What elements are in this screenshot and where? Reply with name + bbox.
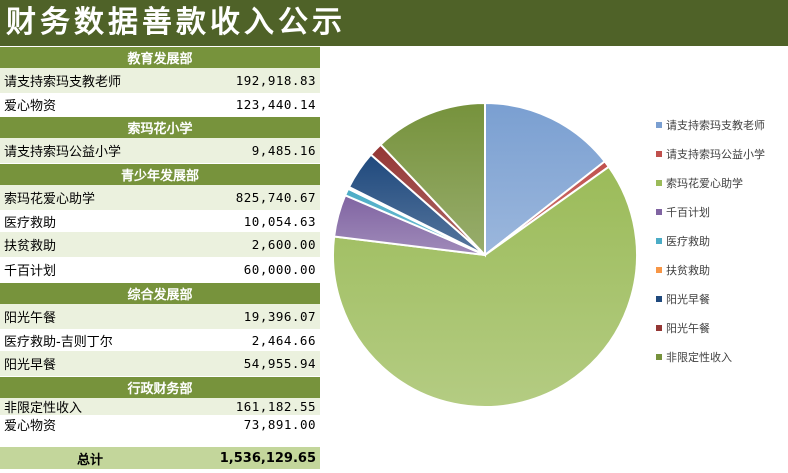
row-label: 阳光午餐	[4, 311, 57, 326]
table-row: 阳光早餐 54,955.94	[0, 351, 320, 376]
legend-label: 扶贫救助	[666, 263, 710, 277]
section-header: 行政财务部	[0, 376, 320, 398]
legend-label: 阳光早餐	[666, 292, 710, 306]
legend-swatch	[656, 325, 662, 331]
table-row: 爱心物资 73,891.00	[0, 415, 320, 434]
row-label: 请支持索玛公益小学	[4, 145, 122, 160]
legend-label: 索玛花爱心助学	[666, 176, 743, 190]
row-label: 阳光早餐	[4, 358, 57, 373]
row-value: 60,000.00	[243, 262, 316, 277]
row-value: 19,396.07	[243, 309, 316, 324]
row-value: 123,440.14	[235, 97, 316, 112]
pie-slice	[484, 101, 607, 258]
row-value: 161,182.55	[235, 399, 316, 414]
section-header: 教育发展部	[0, 46, 320, 68]
total-row: 总计 1,536,129.65	[0, 447, 320, 469]
row-label: 医疗救助	[4, 215, 57, 231]
table-row: 爱心物资 123,440.14	[0, 93, 320, 116]
row-value: 192,918.83	[235, 73, 316, 88]
row-label: 扶贫救助	[4, 239, 57, 254]
total-label: 总计	[76, 452, 103, 468]
row-value: 825,740.67	[235, 190, 316, 205]
legend-swatch	[656, 151, 662, 157]
section-header: 索玛花小学	[0, 116, 320, 138]
legend-label: 请支持索玛支教老师	[666, 118, 765, 132]
row-value: 2,600.00	[251, 237, 316, 252]
row-value: 9,485.16	[251, 143, 316, 158]
legend-label: 请支持索玛公益小学	[666, 147, 765, 161]
table-row: 阳光午餐 19,396.07	[0, 304, 320, 329]
row-value: 54,955.94	[243, 356, 316, 371]
row-value: 10,054.63	[243, 213, 316, 229]
row-label: 请支持索玛支教老师	[4, 75, 122, 90]
legend-label: 阳光午餐	[666, 321, 710, 335]
pie-chart: 请支持索玛支教老师请支持索玛公益小学索玛花爱心助学千百计划医疗救助扶贫救助阳光早…	[332, 101, 765, 408]
pie-slice	[379, 101, 486, 258]
data-table: 教育发展部请支持索玛支教老师 192,918.83 爱心物资 123,440.14 索玛…	[0, 46, 320, 469]
table-row: 非限定性收入 161,182.55	[0, 398, 320, 416]
legend-swatch	[656, 267, 662, 273]
row-label: 千百计划	[4, 264, 57, 279]
legend-label: 非限定性收入	[666, 350, 732, 364]
row-value: 2,464.66	[251, 332, 316, 348]
table-row: 医疗救助-吉则丁尔 2,464.66	[0, 329, 320, 351]
table-row: 千百计划 60,000.00	[0, 257, 320, 282]
legend-label: 医疗救助	[666, 234, 710, 248]
row-label: 医疗救助-吉则丁尔	[4, 334, 113, 350]
legend-swatch	[656, 296, 662, 302]
row-label: 非限定性收入	[4, 401, 83, 416]
pie-slice	[332, 165, 638, 408]
legend-swatch	[656, 238, 662, 244]
table-row: 请支持索玛支教老师 192,918.83	[0, 68, 320, 93]
table-row: 医疗救助 10,054.63	[0, 210, 320, 232]
table-row: 请支持索玛公益小学 9,485.16	[0, 138, 320, 163]
row-label: 爱心物资	[4, 99, 57, 114]
legend-label: 千百计划	[666, 206, 710, 219]
legend-swatch	[656, 180, 662, 186]
section-header: 青少年发展部	[0, 163, 320, 185]
row-label: 索玛花爱心助学	[4, 192, 96, 207]
legend-swatch	[656, 209, 662, 215]
legend-swatch	[656, 122, 662, 128]
table-row: 索玛花爱心助学 825,740.67	[0, 185, 320, 210]
total-value: 1,536,129.65	[219, 450, 316, 466]
legend-swatch	[656, 354, 662, 360]
section-header: 综合发展部	[0, 282, 320, 304]
table-row: 扶贫救助 2,600.00	[0, 232, 320, 257]
chart-area: 请支持索玛支教老师 请支持索玛公益小学 索玛花爱心助学 千百计划医疗救助扶贫救助阳光早…	[320, 46, 788, 469]
row-label: 爱心物资	[4, 418, 57, 434]
row-value: 73,891.00	[243, 416, 316, 432]
page-title: 财务数据善款收入公示	[0, 0, 788, 46]
